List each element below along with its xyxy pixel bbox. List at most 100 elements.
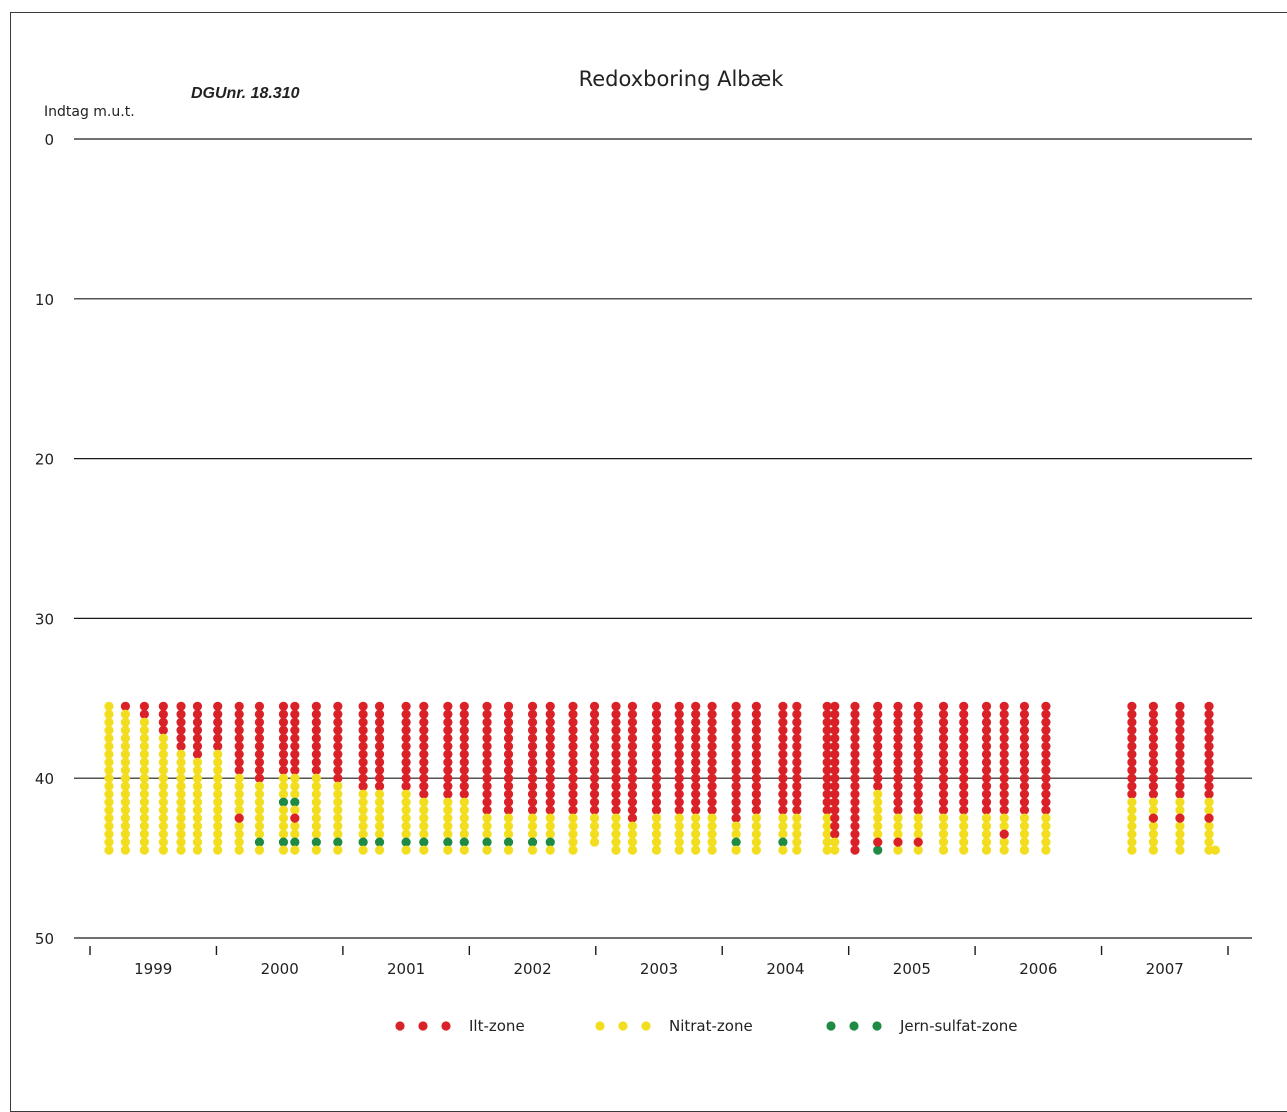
sample-dot [568, 709, 578, 719]
sample-dot [482, 797, 492, 807]
sample-dot [278, 701, 289, 711]
sample-dot [1127, 845, 1137, 855]
sample-dot [1175, 789, 1185, 799]
sample-dot [1127, 757, 1137, 767]
sample-dot [707, 765, 717, 775]
sample-dot [822, 805, 832, 815]
sample-dot [290, 805, 300, 815]
sample-dot [254, 701, 265, 711]
sample-dot [873, 845, 883, 855]
sample-dot [792, 813, 802, 823]
sample-dot [333, 749, 343, 759]
sample-dot [1204, 781, 1214, 791]
sample-dot [158, 741, 168, 751]
sample-dot [938, 821, 949, 831]
sample-dot [443, 733, 453, 743]
sample-dot [401, 717, 411, 727]
sample-dot [651, 773, 662, 783]
sample-dot [999, 773, 1009, 783]
sample-dot [1127, 749, 1137, 759]
sample-dot [893, 837, 903, 847]
x-tick-label: 2004 [766, 960, 804, 978]
sample-dot [139, 701, 149, 711]
sample-dot [374, 781, 385, 791]
sample-dot [104, 701, 114, 711]
sample-dot [120, 765, 131, 775]
sample-dot [627, 805, 638, 815]
sample-dot [913, 821, 923, 831]
sample-dot [192, 789, 203, 799]
sample-dot [731, 765, 741, 775]
sample-dot [1204, 765, 1214, 775]
sample-dot [822, 765, 832, 775]
sample-dot [611, 821, 621, 831]
sample-dot [1204, 717, 1214, 727]
sample-dot [651, 789, 662, 799]
sample-dot [459, 829, 469, 839]
sample-dot [999, 813, 1009, 823]
sample-dot [1204, 733, 1214, 743]
sample-dot [374, 733, 385, 743]
sample-dot [234, 733, 244, 743]
sample-dot [401, 829, 411, 839]
sample-dot [1148, 837, 1158, 847]
sample-dot [792, 725, 802, 735]
sample-dot [104, 797, 114, 807]
legend-marker [849, 1021, 859, 1031]
sample-dot [1019, 717, 1030, 727]
sample-dot [234, 805, 244, 815]
sample-dot [611, 789, 621, 799]
sample-dot [254, 837, 265, 847]
sample-dot [731, 741, 741, 751]
sample-dot [158, 789, 168, 799]
sample-dot [278, 749, 289, 759]
sample-dot [938, 709, 949, 719]
sample-dot [401, 749, 411, 759]
sample-dot [254, 813, 265, 823]
sample-dot [374, 717, 385, 727]
sample-dot [192, 725, 203, 735]
sample-dot [627, 845, 638, 855]
sample-dot [333, 741, 343, 751]
sample-dot [527, 789, 538, 799]
sample-dot [503, 741, 514, 751]
sample-dot [374, 805, 385, 815]
sample-dot [850, 789, 860, 799]
sample-dot [527, 733, 538, 743]
sample-dot [176, 749, 186, 759]
sample-dot [527, 741, 538, 751]
sample-dot [158, 725, 168, 735]
sample-dot [751, 717, 761, 727]
sample-dot [290, 829, 300, 839]
sample-dot [674, 709, 684, 719]
sample-dot [751, 709, 761, 719]
sample-dot [290, 741, 300, 751]
sample-dot [830, 845, 840, 855]
sample-dot [999, 845, 1009, 855]
sample-dot [419, 789, 429, 799]
sample-dot [234, 813, 244, 823]
sample-dot [254, 749, 265, 759]
legend-label: Ilt-zone [469, 1017, 525, 1035]
sample-dot [1019, 709, 1030, 719]
sample-dot [158, 837, 168, 847]
sample-dot [1148, 749, 1158, 759]
sample-dot [290, 797, 300, 807]
sample-dot [158, 781, 168, 791]
sample-dot [731, 757, 741, 767]
sample-dot [374, 765, 385, 775]
sample-dot [792, 701, 802, 711]
sample-dot [234, 757, 244, 767]
legend-marker [395, 1021, 405, 1031]
sample-dot [893, 709, 903, 719]
x-axis: 1999 2000 2001 2002 2003 2004 2005 2006 2007 [89, 946, 1229, 978]
sample-dot [482, 757, 492, 767]
sample-dot [611, 701, 621, 711]
sample-dot [850, 765, 860, 775]
sample-dot [1127, 701, 1137, 711]
sample-dot [104, 773, 114, 783]
sample-dot [482, 813, 492, 823]
sample-dot [822, 717, 832, 727]
sample-dot [358, 709, 368, 719]
sample-dot [1041, 709, 1051, 719]
